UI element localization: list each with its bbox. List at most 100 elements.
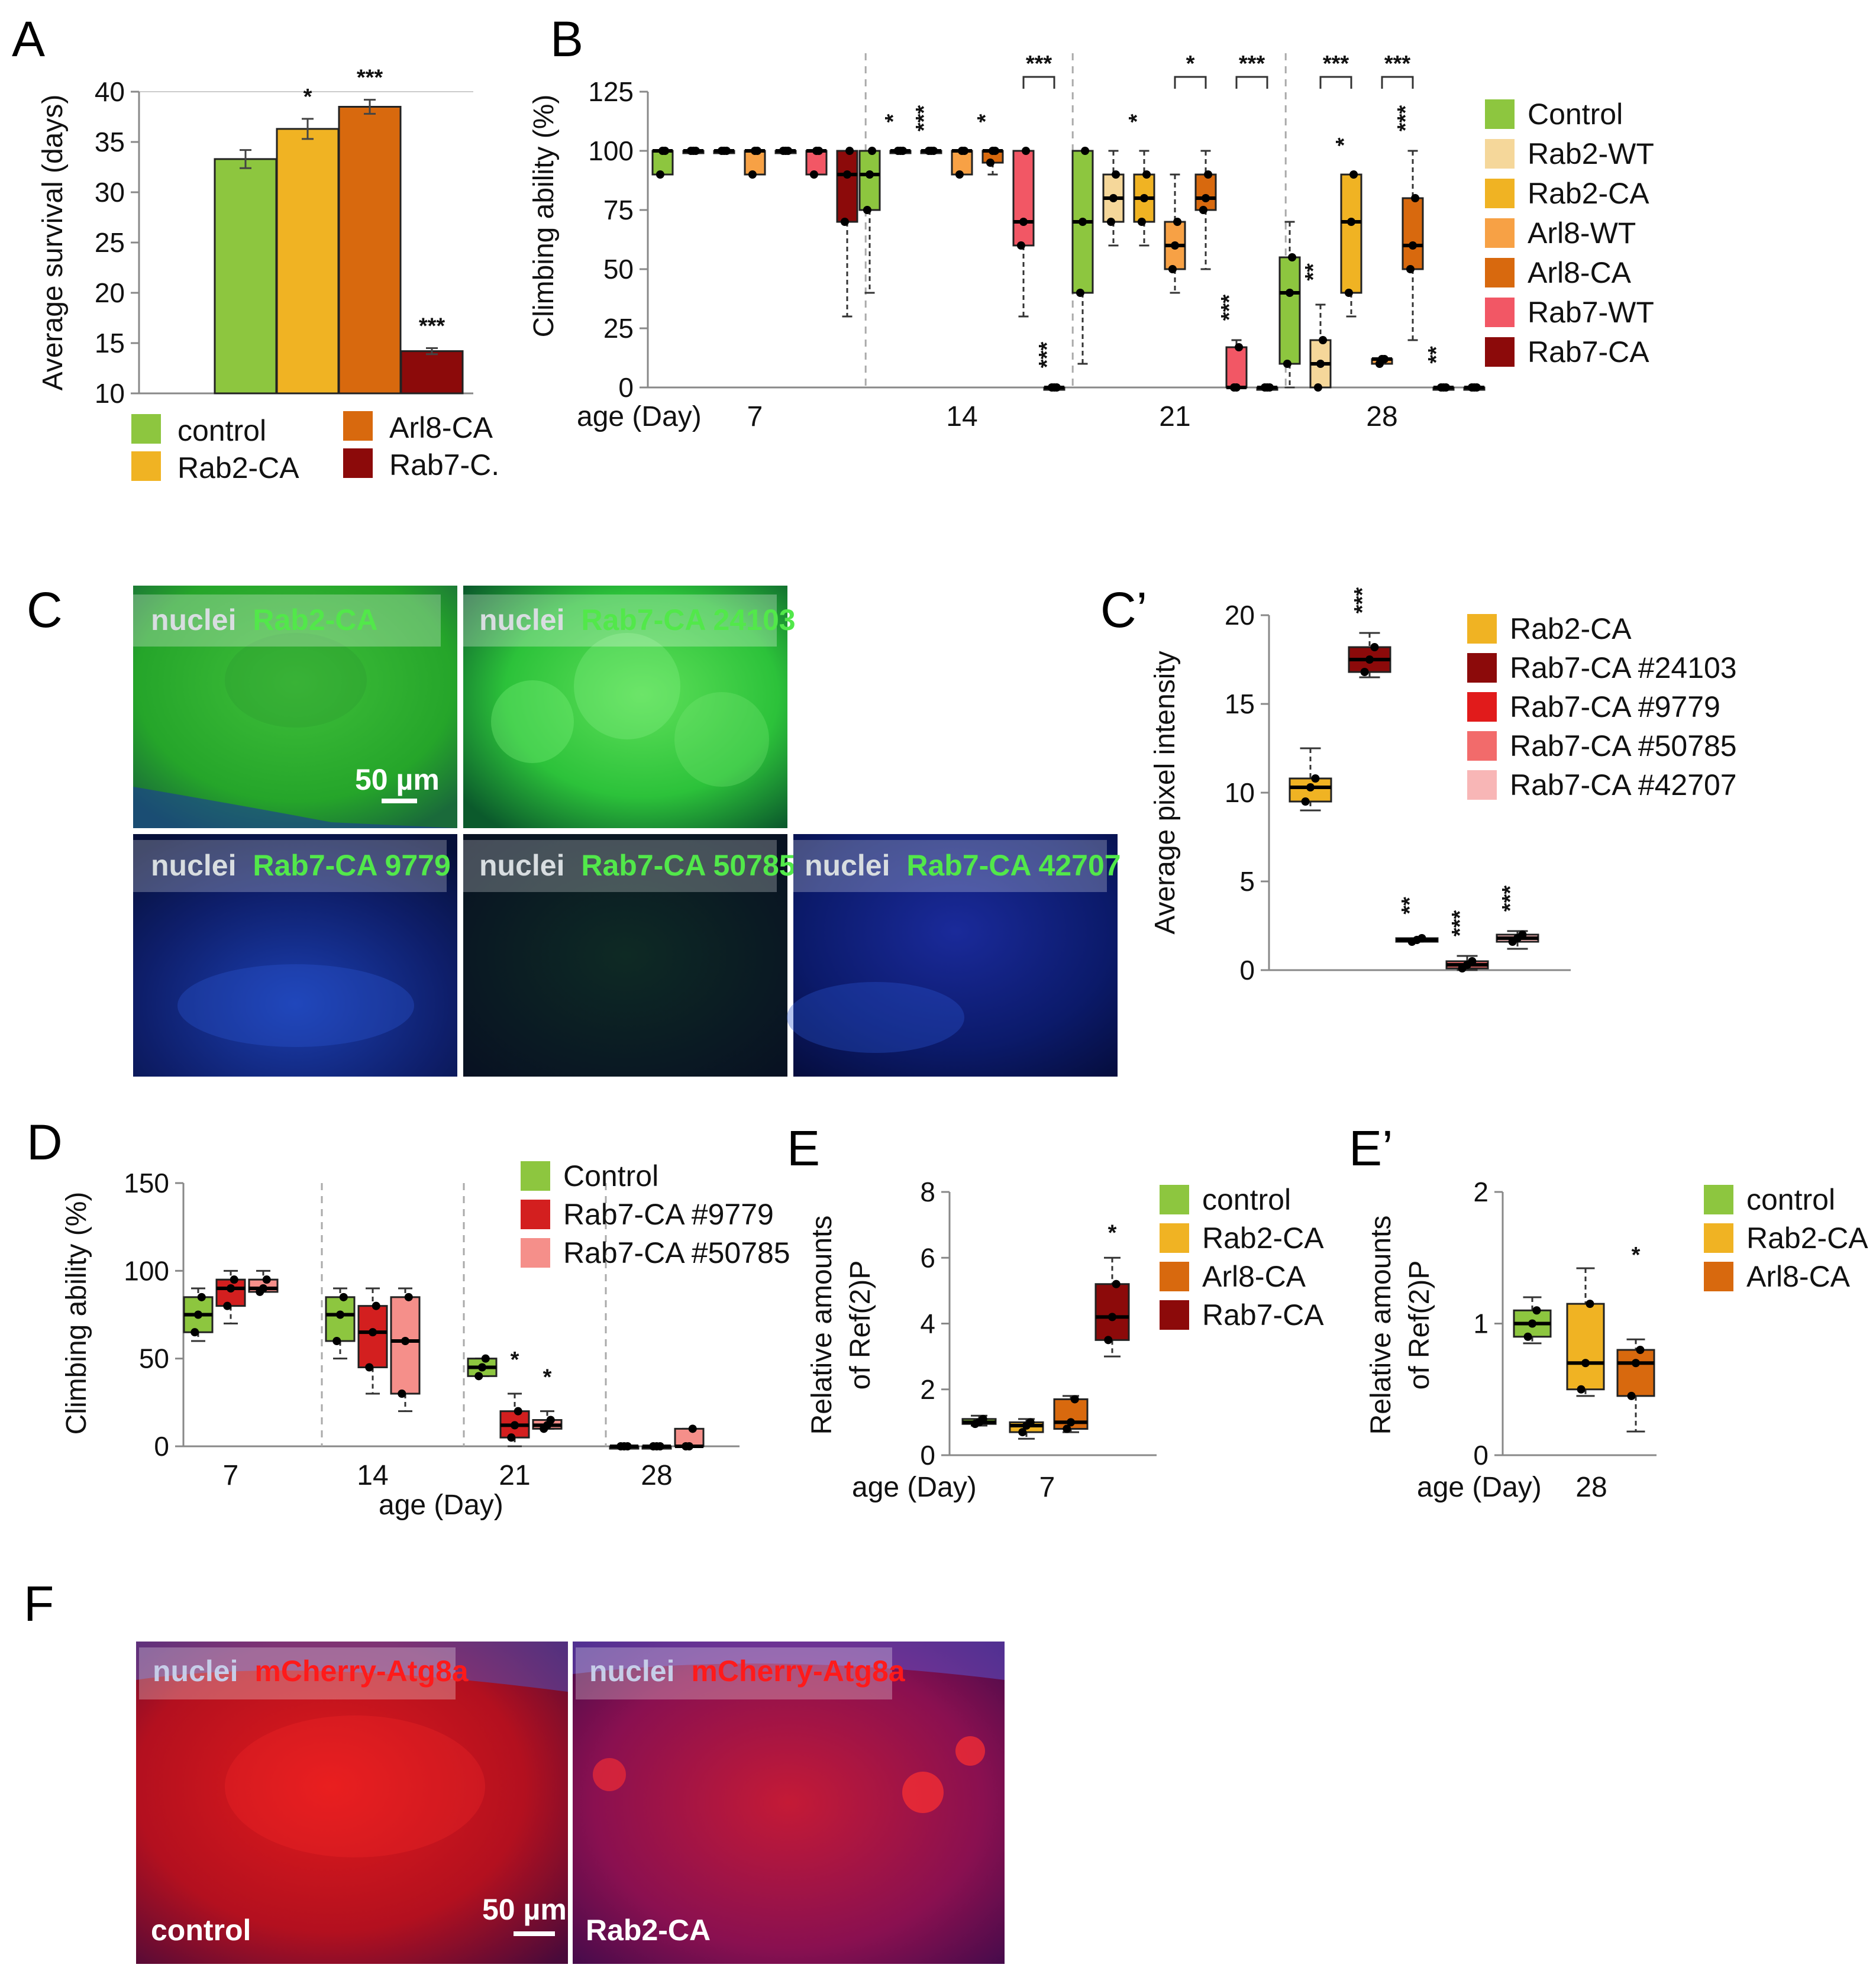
d-box-rab7-ca-9779 bbox=[641, 1442, 672, 1450]
data-point bbox=[1344, 289, 1353, 297]
chart-e: 0 2 4 6 8 Relative amounts of Ref(2)P * age (Day… bbox=[806, 1177, 1324, 1503]
y-tick-label: 1 bbox=[1473, 1308, 1488, 1339]
b-significance: *** bbox=[1035, 342, 1060, 369]
data-point bbox=[1288, 253, 1297, 261]
b-box-rab2-ca bbox=[1340, 170, 1362, 318]
bar-rab7-ca bbox=[400, 350, 464, 395]
b-box-arl8-wt bbox=[1164, 173, 1186, 294]
b-x-tick-label: 14 bbox=[946, 401, 977, 432]
data-point bbox=[1063, 1424, 1071, 1433]
b-group-7 bbox=[651, 147, 858, 318]
data-point bbox=[1586, 1300, 1594, 1308]
cp-legend-label: Rab7-CA #50785 bbox=[1510, 729, 1737, 762]
scale-bar-label-f: 50 µm bbox=[482, 1893, 567, 1926]
data-point bbox=[481, 1354, 490, 1363]
data-point bbox=[1283, 360, 1291, 368]
b-x-tick-label: 21 bbox=[1159, 401, 1190, 432]
e-box-arl8-ca bbox=[1053, 1395, 1089, 1433]
data-point bbox=[1204, 170, 1213, 179]
a-legend-swatch bbox=[343, 448, 373, 478]
b-box-arl8-ca bbox=[1402, 150, 1424, 341]
b-x-tick-label: 7 bbox=[747, 401, 763, 432]
data-point bbox=[540, 1424, 548, 1433]
data-point bbox=[1109, 194, 1118, 202]
box bbox=[858, 150, 881, 211]
data-point bbox=[1076, 289, 1084, 297]
svg-text:nuclei Rab7-CA 9779: nuclei Rab7-CA 9779 bbox=[151, 849, 451, 882]
data-point bbox=[1370, 643, 1379, 651]
cp-significance: *** bbox=[1498, 886, 1523, 912]
data-point bbox=[1347, 218, 1355, 226]
data-point bbox=[1142, 170, 1151, 179]
y-tick-label: 10 bbox=[95, 378, 125, 409]
data-point bbox=[365, 1363, 374, 1372]
data-point bbox=[863, 206, 871, 214]
b-box-arl8-wt bbox=[951, 147, 973, 179]
cp-box-rab7-ca-42707 bbox=[1496, 930, 1539, 950]
y-tick-label: 50 bbox=[139, 1343, 169, 1374]
data-point bbox=[197, 1293, 206, 1301]
cp-significance: *** bbox=[1448, 910, 1473, 937]
b-box-arl8-wt bbox=[744, 147, 766, 179]
b-significance: * bbox=[881, 114, 906, 122]
y-tick-label: 125 bbox=[588, 76, 634, 107]
y-tick-label: 25 bbox=[95, 227, 125, 258]
bar-arl8-ca bbox=[338, 106, 402, 395]
data-point bbox=[1019, 218, 1028, 226]
b-box-arl8-ca bbox=[1194, 150, 1217, 270]
data-point bbox=[339, 1293, 348, 1301]
b-bracket-label: *** bbox=[1384, 51, 1411, 76]
b-box-control bbox=[651, 147, 674, 179]
data-point bbox=[1375, 360, 1384, 368]
d-box-control bbox=[325, 1287, 356, 1360]
data-point bbox=[682, 1442, 690, 1450]
data-point bbox=[1081, 147, 1090, 155]
data-point bbox=[1026, 1418, 1035, 1427]
data-point bbox=[474, 1372, 483, 1381]
d-group-21: ** bbox=[467, 1348, 563, 1447]
y-tick-label: 0 bbox=[618, 372, 634, 403]
b-legend-label: Rab2-CA bbox=[1528, 177, 1649, 210]
data-point bbox=[656, 170, 664, 179]
b-significance: ** bbox=[1301, 263, 1326, 281]
b-bracket-label: * bbox=[1186, 51, 1195, 76]
data-point bbox=[262, 1275, 271, 1284]
data-point bbox=[1301, 797, 1310, 806]
d-x-tick-label: 14 bbox=[357, 1460, 388, 1491]
data-point bbox=[840, 218, 849, 226]
d-significance: * bbox=[543, 1365, 552, 1390]
ep-legend-swatch bbox=[1704, 1223, 1733, 1253]
data-point bbox=[1047, 383, 1056, 392]
data-point bbox=[372, 1301, 380, 1310]
data-point bbox=[1577, 1385, 1586, 1394]
panel-label-e: E bbox=[787, 1120, 820, 1176]
data-point bbox=[336, 1310, 344, 1319]
data-point bbox=[478, 1363, 486, 1372]
data-point bbox=[1235, 343, 1244, 351]
y-tick-label: 15 bbox=[1225, 689, 1255, 719]
b-legend-label: Arl8-WT bbox=[1528, 217, 1636, 250]
ep-box-control bbox=[1513, 1296, 1552, 1345]
b-bracket-label: *** bbox=[1323, 51, 1349, 76]
box bbox=[1566, 1303, 1605, 1391]
svg-text:nuclei mCherry-Atg8a: nuclei mCherry-Atg8a bbox=[589, 1655, 906, 1688]
data-point bbox=[1311, 774, 1320, 783]
panel-label-c: C bbox=[27, 582, 63, 638]
d-box-rab7-ca-50785 bbox=[390, 1287, 421, 1413]
y-tick-label: 0 bbox=[154, 1431, 169, 1462]
data-point bbox=[1436, 383, 1445, 392]
cp-box-rab7-ca-50785 bbox=[1445, 955, 1489, 972]
y-tick-label: 25 bbox=[603, 313, 634, 344]
b-significance: *** bbox=[1393, 105, 1418, 132]
data-point bbox=[1406, 265, 1415, 273]
y-tick-label: 5 bbox=[1239, 866, 1255, 897]
b-box-arl8-wt bbox=[1371, 355, 1393, 368]
y-tick-label: 75 bbox=[603, 195, 634, 225]
micro-label-5: Rab7-CA 42707 bbox=[906, 849, 1121, 882]
a-legend-label: Rab7-C. bbox=[389, 448, 499, 482]
a-y-label: Average survival (days) bbox=[37, 95, 69, 391]
data-point bbox=[1523, 1332, 1532, 1341]
micro-label-4: Rab7-CA 50785 bbox=[581, 849, 795, 882]
b-x-label: age (Day) bbox=[577, 401, 702, 432]
b-legend-swatch bbox=[1485, 99, 1515, 129]
